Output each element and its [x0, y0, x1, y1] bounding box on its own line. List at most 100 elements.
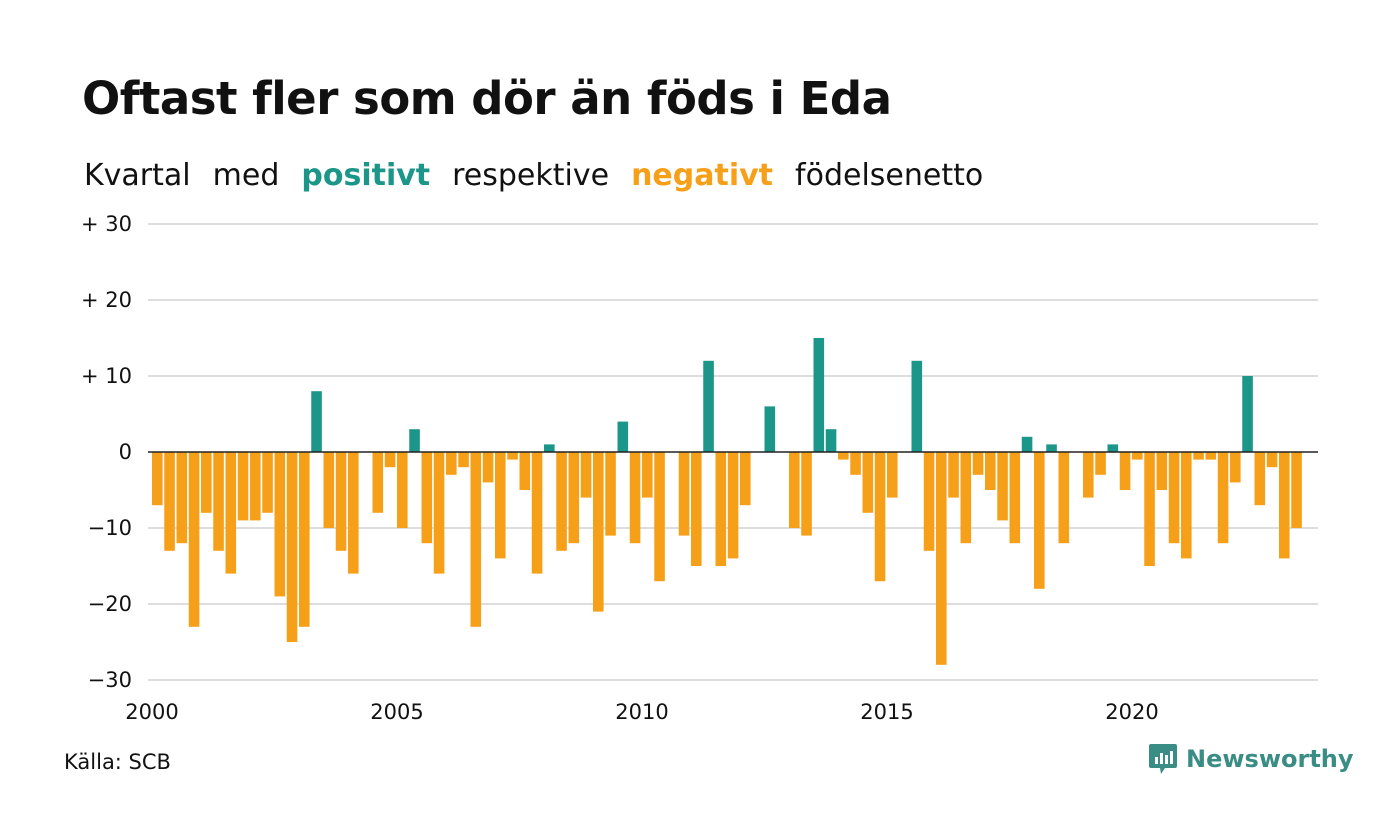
bar [311, 391, 322, 452]
bar [495, 452, 506, 559]
brand-logo: Newsworthy [1148, 742, 1354, 776]
bar [201, 452, 212, 513]
bar [1291, 452, 1302, 528]
bar [286, 452, 298, 642]
bar [948, 452, 959, 498]
y-tick-label: −20 [88, 592, 132, 616]
y-axis-ticks: + 30 + 20 + 10 0 −10 −20 −30 [81, 212, 132, 692]
y-tick-label: + 10 [81, 364, 132, 388]
brand-name: Newsworthy [1186, 745, 1354, 773]
bar [1058, 452, 1070, 544]
bar [409, 429, 420, 452]
bar [1144, 452, 1155, 566]
bar [188, 452, 200, 627]
bar [433, 452, 445, 574]
bar [923, 452, 935, 551]
bar [887, 452, 898, 498]
bar [458, 452, 469, 468]
bar [323, 452, 335, 528]
bar [237, 452, 249, 521]
bar [1034, 452, 1045, 589]
bar [482, 452, 494, 483]
bar [727, 452, 739, 559]
bar [813, 338, 825, 452]
bar [1132, 452, 1143, 460]
bar [960, 452, 972, 544]
bar [1181, 452, 1192, 559]
bar [1205, 452, 1217, 460]
bar [911, 360, 923, 452]
subtitle-word-respektive: respektive [452, 158, 610, 193]
subtitle-word-med: med [212, 158, 280, 193]
bar [470, 452, 482, 627]
bar [1083, 452, 1094, 498]
bar [372, 452, 384, 513]
x-tick-label: 2005 [370, 700, 423, 724]
x-tick-label: 2020 [1105, 700, 1158, 724]
bar [1193, 452, 1204, 460]
bar [152, 452, 163, 506]
bar [1279, 452, 1290, 559]
bar [1119, 452, 1131, 490]
x-tick-label: 2015 [860, 700, 913, 724]
bar [874, 452, 886, 582]
bar [825, 429, 837, 452]
bar [764, 406, 776, 452]
bar [678, 452, 690, 536]
bar [985, 452, 996, 490]
bar [715, 452, 727, 566]
bar [176, 452, 188, 544]
subtitle-negative-label: negativt [631, 158, 774, 193]
chart-title: Oftast fler som dör än föds i Eda [82, 72, 892, 125]
bar [838, 452, 849, 460]
bar [421, 452, 433, 544]
bar [617, 421, 629, 452]
y-tick-label: + 30 [81, 212, 132, 236]
bar [397, 452, 408, 528]
chart-subtitle: Kvartal med positivt respektive negativt föde… [84, 158, 1005, 193]
y-tick-label: −10 [88, 516, 132, 540]
bar [225, 452, 237, 574]
bar [972, 452, 984, 475]
bar [740, 452, 751, 506]
bar [519, 452, 531, 490]
bar [1095, 452, 1106, 475]
bar [691, 452, 702, 566]
bar [348, 452, 359, 574]
bars [152, 338, 1302, 665]
bar [1266, 452, 1278, 468]
bar [703, 360, 714, 452]
bar [801, 452, 812, 536]
bar [593, 452, 604, 612]
bar [274, 452, 286, 597]
bar [997, 452, 1008, 521]
bar [164, 452, 175, 551]
bar [850, 452, 861, 475]
bar [544, 444, 555, 452]
bar [213, 452, 224, 551]
bar [629, 452, 641, 544]
bar [1242, 376, 1253, 452]
bar [936, 452, 947, 665]
x-tick-label: 2000 [125, 700, 178, 724]
bar [531, 452, 543, 574]
bar [568, 452, 580, 544]
newsworthy-logo-icon [1149, 744, 1177, 774]
bar [1009, 452, 1021, 544]
bar [1217, 452, 1229, 544]
bar [580, 452, 592, 498]
source-note: Källa: SCB [64, 750, 171, 774]
subtitle-word-fodelsenetto: födelsenetto [795, 158, 984, 193]
x-tick-label: 2010 [615, 700, 668, 724]
bar [1046, 444, 1057, 452]
y-tick-label: −30 [88, 668, 132, 692]
bar [1021, 436, 1033, 452]
bar [862, 452, 874, 513]
bar [1168, 452, 1180, 544]
bar [384, 452, 396, 468]
subtitle-positive-label: positivt [301, 158, 431, 193]
bar [1230, 452, 1241, 483]
bar [335, 452, 347, 551]
subtitle-word-kvartal: Kvartal [84, 158, 191, 193]
